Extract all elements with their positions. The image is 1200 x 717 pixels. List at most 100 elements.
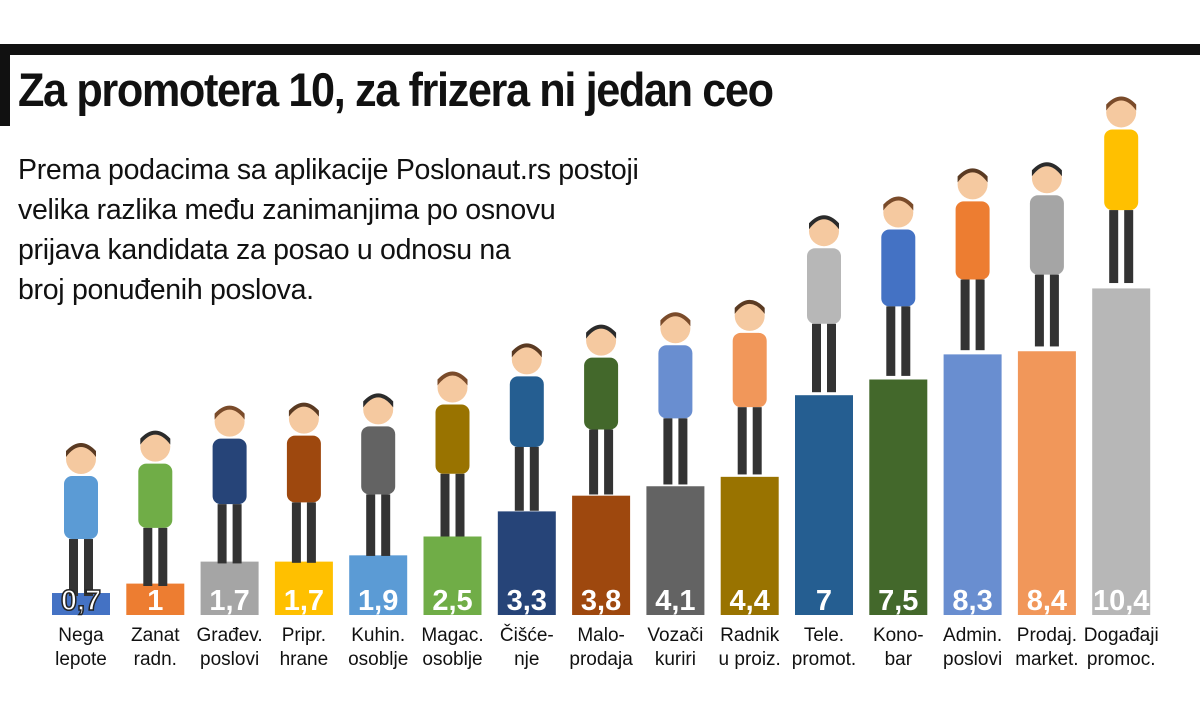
person-leg-icon — [84, 539, 93, 597]
person-hair-icon — [1031, 162, 1062, 177]
category-label: Vozači — [647, 625, 703, 646]
person-leg-icon — [529, 446, 539, 511]
person-leg-icon — [1109, 210, 1119, 284]
category-label: Događaji — [1084, 625, 1159, 646]
category-label: Malo- — [577, 625, 625, 646]
person-leg-icon — [366, 494, 376, 556]
person-body-icon — [361, 426, 396, 495]
category-label: poslovi — [200, 649, 259, 670]
category-label: nje — [514, 649, 539, 670]
person-body-icon — [807, 248, 841, 324]
person-body-icon — [955, 201, 990, 280]
person-head-icon — [1106, 97, 1137, 128]
person-leg-icon — [217, 504, 227, 564]
category-label: Kono- — [873, 625, 924, 646]
person-leg-icon — [827, 323, 836, 393]
category-label: osoblje — [422, 649, 482, 670]
category-label: poslovi — [943, 649, 1002, 670]
person-head-icon — [363, 394, 394, 425]
person-leg-icon — [440, 473, 450, 537]
value-label: 7 — [816, 585, 832, 617]
person-hair-icon — [586, 324, 617, 339]
person-head-icon — [437, 372, 468, 403]
person-head-icon — [214, 406, 245, 437]
value-label: 2,5 — [432, 585, 472, 617]
person-hair-icon — [809, 215, 839, 230]
person-leg-icon — [381, 494, 391, 556]
value-label: 10,4 — [1093, 585, 1149, 617]
value-label: 1,9 — [358, 585, 398, 617]
person-head-icon — [883, 197, 914, 228]
bar — [200, 561, 259, 615]
person-body-icon — [584, 357, 619, 430]
person-body-icon — [658, 345, 693, 419]
person-leg-icon — [143, 527, 153, 586]
person-leg-icon — [960, 279, 970, 351]
category-label: bar — [885, 649, 913, 670]
value-label: 8,3 — [952, 585, 992, 617]
person-head-icon — [957, 169, 988, 200]
person-head-icon — [809, 216, 839, 247]
bar — [869, 379, 928, 615]
person-head-icon — [288, 403, 319, 434]
category-label: lepote — [55, 649, 107, 670]
subtitle-line: broj ponuđenih poslova. — [18, 274, 314, 306]
person-body-icon — [732, 332, 767, 408]
person-leg-icon — [752, 407, 762, 475]
person-hair-icon — [288, 402, 319, 417]
page-title: Za promotera 10, za frizera ni jedan ceo — [18, 63, 774, 116]
bar — [943, 354, 1002, 615]
category-label: Radnik — [720, 625, 780, 646]
category-label: Magac. — [421, 625, 483, 646]
category-label: Admin. — [943, 625, 1002, 646]
bar — [720, 476, 779, 615]
person-body-icon — [1104, 129, 1139, 211]
bar — [497, 511, 556, 615]
bar — [572, 495, 631, 615]
value-label: 1,7 — [209, 585, 249, 617]
category-label: radn. — [134, 649, 177, 670]
subtitle-line: Prema podacima sa aplikacije Poslonaut.r… — [18, 154, 639, 186]
person-leg-icon — [158, 527, 168, 586]
category-label: promot. — [792, 649, 856, 670]
person-body-icon — [881, 229, 916, 307]
person-hair-icon — [437, 371, 468, 386]
person-leg-icon — [69, 539, 78, 597]
category-label: hrane — [280, 649, 329, 670]
person-hair-icon — [1106, 96, 1137, 111]
person-leg-icon — [514, 446, 524, 511]
value-label: 8,4 — [1027, 585, 1067, 617]
person-body-icon — [138, 463, 173, 528]
person-head-icon — [140, 431, 171, 462]
person-head-icon — [586, 325, 617, 356]
person-body-icon — [509, 376, 544, 447]
category-label: promoc. — [1087, 649, 1156, 670]
bar — [795, 395, 853, 615]
person-head-icon — [511, 344, 542, 375]
title-rule — [0, 44, 1200, 55]
person-hair-icon — [66, 443, 96, 458]
bar — [274, 561, 333, 615]
person-hair-icon — [734, 299, 765, 314]
person-leg-icon — [306, 502, 316, 563]
person-body-icon — [64, 476, 98, 540]
person-leg-icon — [604, 429, 614, 495]
category-label: market. — [1015, 649, 1078, 670]
person-leg-icon — [663, 418, 673, 485]
subtitle: Prema podacima sa aplikacije Poslonaut.r… — [18, 150, 818, 310]
person-leg-icon — [886, 306, 896, 376]
category-label: Kuhin. — [351, 625, 405, 646]
person-leg-icon — [455, 473, 465, 537]
value-label: 1 — [147, 585, 163, 617]
person-leg-icon — [1034, 274, 1044, 347]
subtitle-line: velika razlika među zanimanjima po osnov… — [18, 194, 556, 226]
person-leg-icon — [975, 279, 985, 351]
person-leg-icon — [901, 306, 911, 376]
category-label: osoblje — [348, 649, 408, 670]
category-label: kuriri — [655, 649, 696, 670]
subtitle-line: prijava kandidata za posao u odnosu na — [18, 234, 511, 266]
bar — [52, 593, 110, 615]
category-label: Prodaj. — [1017, 625, 1077, 646]
person-hair-icon — [660, 312, 691, 327]
